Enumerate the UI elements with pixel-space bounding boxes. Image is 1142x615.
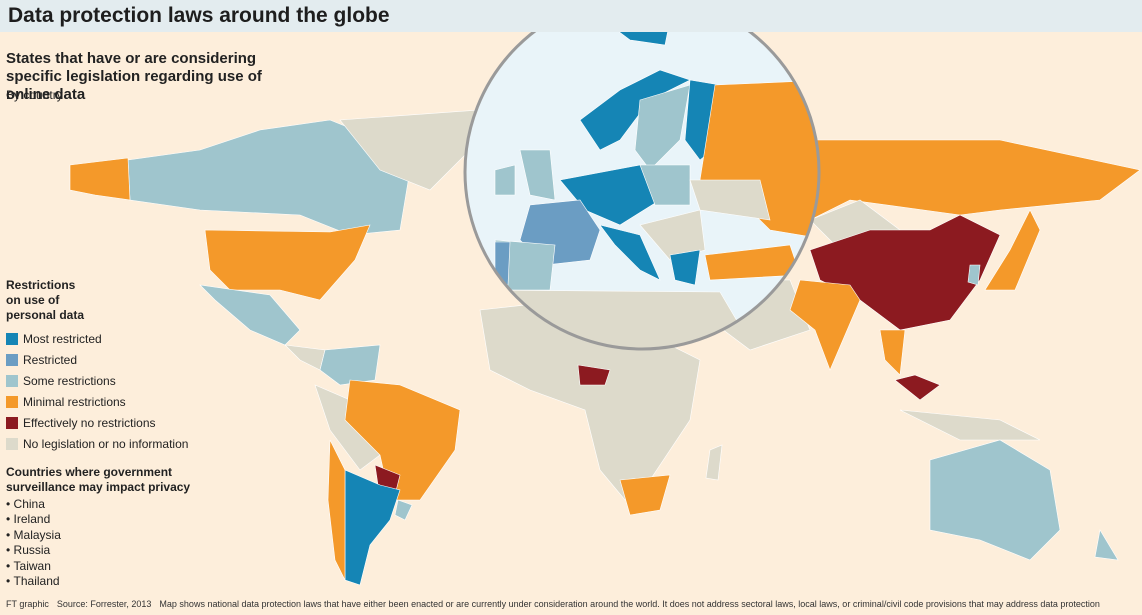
region <box>199 284 301 346</box>
source: Source: Forrester, 2013 <box>56 599 152 609</box>
region <box>799 139 1141 221</box>
inset-border <box>463 0 821 351</box>
region <box>69 157 131 201</box>
legend-swatch <box>6 437 18 450</box>
legend-item: Effectively no restrictions <box>6 412 188 433</box>
subtitle-unit: By country <box>6 88 63 102</box>
region <box>314 384 381 471</box>
legend-item: Minimal restrictions <box>6 391 188 412</box>
region <box>344 379 461 501</box>
region <box>394 499 413 521</box>
region <box>579 69 691 151</box>
region <box>327 439 346 581</box>
title: Data protection laws around the globe <box>8 4 390 27</box>
legend: Most restricted Restricted Some restrictio… <box>6 328 188 454</box>
region <box>494 164 516 196</box>
legend-item: Most restricted <box>6 328 188 349</box>
surveillance-title: Countries where government surveillance … <box>6 465 191 494</box>
region <box>1094 529 1119 561</box>
surveillance-item: Malaysia <box>6 528 61 543</box>
region <box>599 224 661 281</box>
credit: FT graphic <box>6 599 49 609</box>
region <box>705 444 723 481</box>
region <box>284 344 326 371</box>
legend-label: Restricted <box>23 352 78 367</box>
legend-item: No legislation or no information <box>6 433 188 454</box>
surveillance-list: ChinaIrelandMalaysiaRussiaTaiwanThailand <box>6 497 61 589</box>
region <box>204 224 371 301</box>
region <box>319 344 381 386</box>
surveillance-item: Ireland <box>6 512 61 527</box>
region <box>639 164 691 206</box>
legend-item: Restricted <box>6 349 188 370</box>
surveillance-item: Taiwan <box>6 559 61 574</box>
region <box>894 374 941 401</box>
footer: FT graphic Source: Forrester, 2013 Map sho… <box>6 599 1108 609</box>
legend-swatch <box>6 353 18 366</box>
legend-label: Effectively no restrictions <box>23 415 156 430</box>
legend-label: Some restrictions <box>23 373 116 388</box>
note: Map shows national data protection laws … <box>159 599 1100 609</box>
title-bar <box>0 0 1142 32</box>
region <box>689 179 771 221</box>
legend-swatch <box>6 374 18 387</box>
region <box>619 474 671 516</box>
surveillance-item: Thailand <box>6 574 61 589</box>
surveillance-item: China <box>6 497 61 512</box>
region <box>669 249 701 286</box>
region <box>344 469 401 586</box>
legend-swatch <box>6 416 18 429</box>
region <box>899 409 1041 441</box>
region <box>634 84 691 171</box>
region <box>967 264 981 286</box>
legend-swatch <box>6 395 18 408</box>
subtitle: States that have or are considering spec… <box>6 50 262 103</box>
region <box>879 329 906 376</box>
region <box>339 109 481 191</box>
legend-swatch <box>6 332 18 345</box>
region <box>577 364 611 386</box>
legend-label: Minimal restrictions <box>23 394 126 409</box>
legend-label: Most restricted <box>23 331 102 346</box>
region <box>929 439 1061 561</box>
legend-item: Some restrictions <box>6 370 188 391</box>
legend-title: Restrictions on use of personal data <box>6 278 85 322</box>
region <box>519 149 556 201</box>
region <box>639 209 706 261</box>
legend-label: No legislation or no information <box>23 436 189 451</box>
world-regions <box>69 109 1141 586</box>
region <box>127 119 411 236</box>
surveillance-item: Russia <box>6 543 61 558</box>
region <box>984 209 1041 291</box>
region <box>789 279 861 371</box>
